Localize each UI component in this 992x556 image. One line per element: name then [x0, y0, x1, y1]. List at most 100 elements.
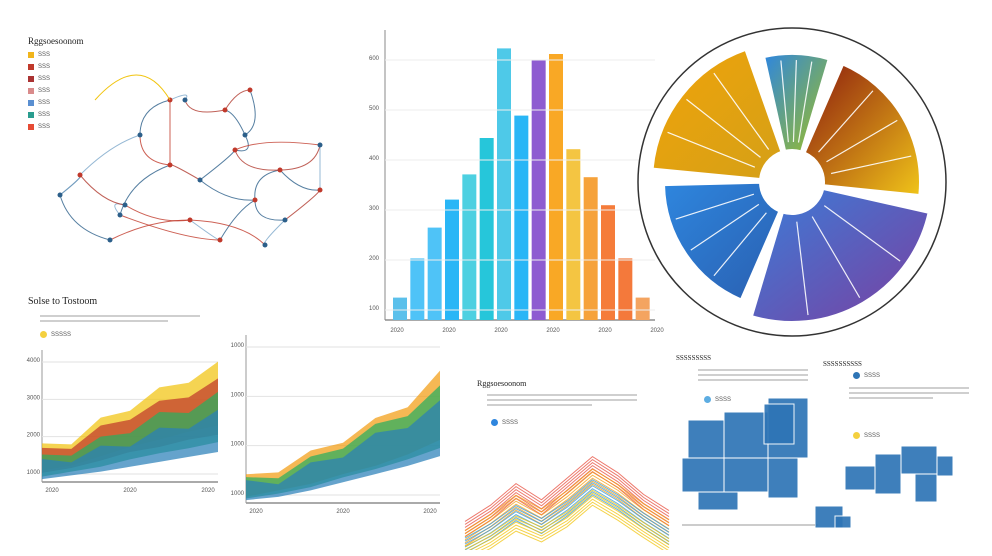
network-node	[247, 87, 253, 93]
pie-panel	[612, 22, 974, 352]
area-x-tick: 2020	[423, 509, 437, 515]
legend-swatch	[28, 112, 34, 118]
area-y-tick: 1000	[231, 442, 245, 448]
network-node	[122, 202, 128, 208]
network-edge	[199, 179, 256, 201]
network-node	[252, 197, 258, 203]
area-series	[42, 409, 218, 480]
area-x-tick: 2020	[249, 509, 263, 515]
bar	[393, 297, 407, 320]
network-edge	[279, 169, 321, 191]
bar	[479, 138, 494, 320]
area-y-tick: 3000	[27, 395, 41, 401]
network-edge	[79, 174, 126, 206]
area-y-tick: 1000	[27, 470, 41, 476]
line-series	[474, 498, 670, 550]
legend-label: SSS	[38, 76, 51, 82]
heatmap-cell	[936, 455, 954, 477]
pie-slice	[750, 187, 930, 323]
bar	[514, 115, 529, 320]
area-x-tick: 2020	[336, 509, 350, 515]
line-series	[468, 495, 670, 550]
network-node	[117, 212, 123, 218]
network-node	[77, 172, 83, 178]
network-node	[277, 167, 283, 173]
bar-x-tick: 2020	[546, 328, 560, 334]
area-x-tick: 2020	[123, 488, 137, 494]
area-description	[40, 312, 200, 325]
network-edge	[119, 164, 171, 216]
heatmap-1-legend-label: SSSS	[715, 396, 732, 403]
network-legend-item: SSS	[28, 52, 50, 58]
area-legend-swatch	[40, 331, 47, 338]
area-panel-1: Solse to Tostoom SSSSS 4000 3000 2000 1000 2…	[20, 290, 230, 500]
network-edge	[279, 144, 321, 171]
network-graph	[57, 74, 323, 248]
heatmap-cell	[767, 457, 799, 499]
network-edge	[234, 134, 249, 152]
network-edge	[234, 141, 321, 151]
legend-swatch	[28, 52, 34, 58]
network-node	[317, 187, 323, 193]
bar-y-tick: 100	[369, 306, 380, 312]
line-series	[464, 455, 670, 522]
bar-y-tick: 500	[369, 106, 380, 112]
legend-label: SSS	[38, 88, 51, 94]
line-series	[464, 479, 670, 539]
pie-slice	[651, 48, 783, 181]
bar	[462, 174, 477, 320]
line-series	[464, 474, 670, 538]
pie-rib	[792, 60, 797, 143]
network-node	[262, 242, 268, 248]
legend-swatch	[28, 76, 34, 82]
line-series	[464, 485, 670, 545]
network-legend-item: SSS	[28, 76, 50, 82]
bar	[635, 297, 650, 320]
line-series	[464, 464, 670, 531]
bar	[566, 149, 581, 320]
network-edge	[139, 134, 171, 166]
area-chart-2: 1000 1000 1000 1000 2020 2020 2020	[231, 335, 440, 515]
line-legend-label: SSSS	[502, 419, 519, 426]
network-node	[242, 132, 248, 138]
line-series	[464, 491, 670, 550]
bar	[531, 59, 546, 320]
legend-label: SSS	[38, 112, 51, 118]
heatmap-cell	[900, 445, 938, 475]
network-legend-item: SSS	[28, 88, 50, 94]
pie-rib	[667, 131, 756, 168]
network-edge	[184, 99, 226, 113]
heatmap-1-legend-swatch	[704, 396, 711, 403]
pie-rib	[797, 61, 813, 143]
pie-slice	[763, 53, 830, 153]
heatmap-2-legend-item: SSSS	[853, 372, 880, 379]
heatmap-cell	[874, 453, 902, 495]
line-series	[464, 471, 670, 535]
heatmap-1-legend: SSSS	[704, 396, 731, 403]
line-series	[464, 489, 670, 547]
network-edge	[124, 204, 191, 222]
bar-x-tick: 2020	[442, 328, 456, 334]
bar-y-tick: 400	[369, 156, 380, 162]
legend-label: SSS	[38, 52, 51, 58]
legend-label: SSS	[38, 124, 51, 130]
legend-swatch	[853, 432, 860, 439]
network-node	[232, 147, 238, 153]
network-edge	[254, 199, 286, 221]
bar-chart: 600 500 400 300 200 100 2020 2020 2020 2020 2020 20…	[369, 30, 664, 334]
heatmap-cell	[687, 419, 725, 459]
bar-x-tick: 2020	[390, 328, 404, 334]
bar-x-tick: 2020	[598, 328, 612, 334]
bar-x-tick: 2020	[494, 328, 508, 334]
network-legend-item: SSS	[28, 100, 50, 106]
bar-panel: 600 500 400 300 200 100 2020 2020 2020 2020 2020 20…	[365, 0, 665, 345]
pie-hole	[762, 152, 822, 212]
heatmap-cell	[914, 473, 938, 503]
legend-swatch	[28, 124, 34, 130]
network-edge	[234, 149, 281, 171]
bar-y-tick: 600	[369, 56, 380, 62]
area-title: Solse to Tostoom	[28, 296, 98, 307]
network-edge	[79, 134, 141, 176]
area-legend: SSSSS	[40, 331, 71, 338]
legend-label: SSSS	[864, 432, 881, 439]
